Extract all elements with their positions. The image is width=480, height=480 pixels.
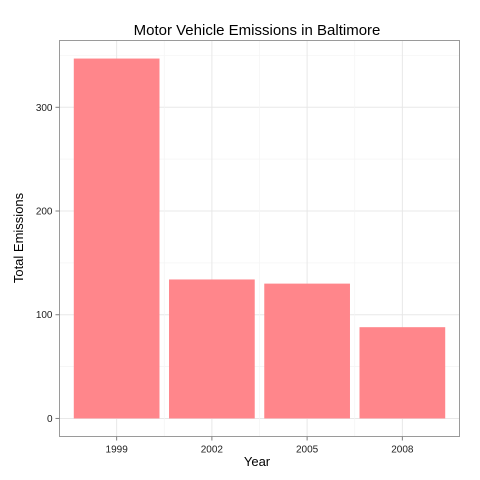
plot-panel: [59, 40, 460, 437]
x-axis: 1999 2002 2005 2008: [106, 436, 414, 456]
bar-2005: [264, 283, 350, 419]
y-tick-label: 100: [36, 310, 53, 321]
bars: [73, 58, 446, 419]
bar-1999: [73, 58, 160, 419]
x-tick-label: 2008: [391, 445, 414, 456]
y-axis-title: Total Emissions: [11, 192, 26, 283]
x-axis-title: Year: [244, 454, 271, 469]
y-tick-label: 300: [36, 103, 53, 114]
y-tick-label: 200: [36, 207, 53, 218]
chart-title: Motor Vehicle Emissions in Baltimore: [134, 22, 381, 39]
x-tick-label: 2005: [296, 445, 319, 456]
y-axis: 0 100 200 300: [36, 103, 60, 425]
x-tick-label: 2002: [201, 445, 224, 456]
bar-2008: [359, 327, 446, 419]
bar-2002: [169, 279, 255, 419]
y-tick-label: 0: [47, 414, 53, 425]
x-tick-label: 1999: [106, 445, 129, 456]
